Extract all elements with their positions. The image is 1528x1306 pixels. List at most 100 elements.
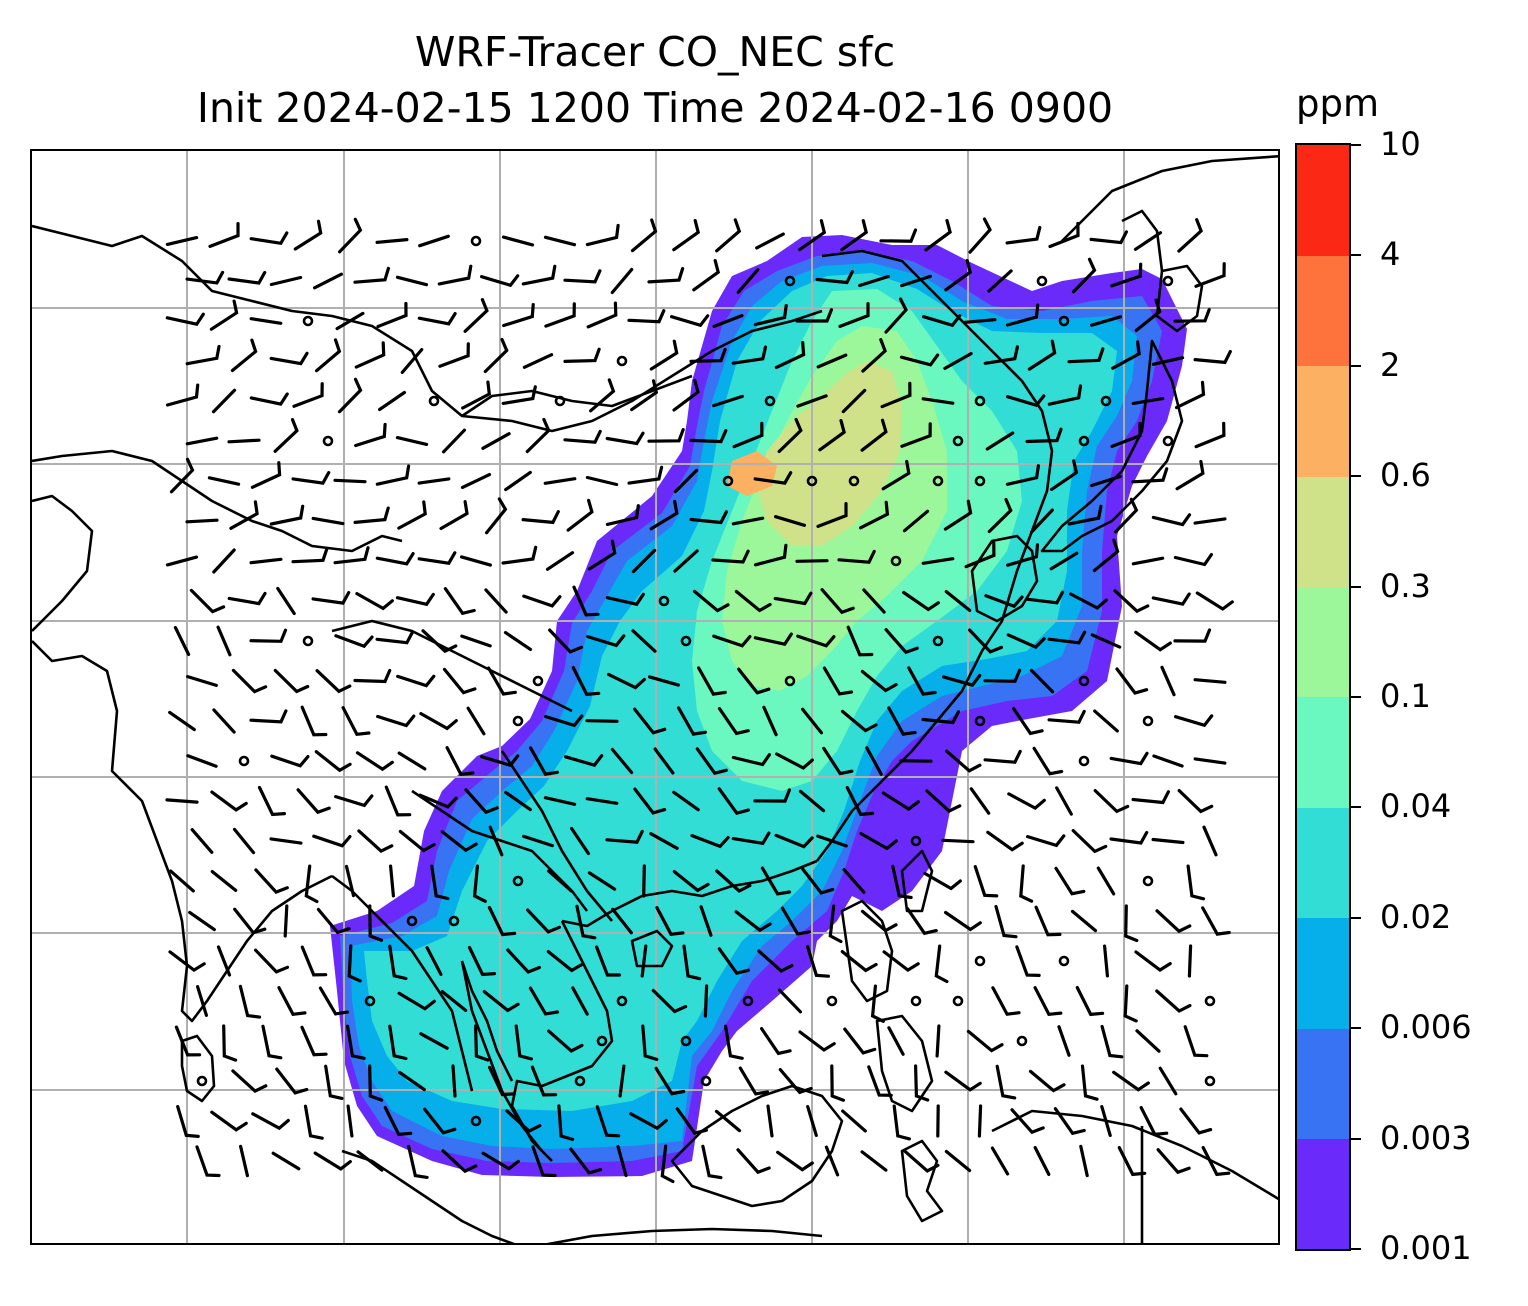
wind-barb: [173, 625, 191, 657]
wind-barb: [595, 945, 621, 977]
wind-barb: [376, 714, 416, 728]
wind-barb: [169, 457, 195, 494]
calm-wind-marker: [616, 995, 628, 1007]
wind-barb: [300, 705, 328, 737]
colorbar-tick: [1351, 806, 1361, 809]
wind-barb: [986, 830, 1024, 852]
wind-barb: [388, 944, 408, 981]
mongolia-border: [461, 374, 693, 418]
calm-wind-marker: [616, 355, 628, 367]
china-south-coast: [561, 859, 818, 928]
wind-barb: [165, 236, 199, 246]
wind-barb: [249, 628, 288, 643]
wind-barb: [1177, 218, 1203, 253]
wind-barb: [703, 984, 709, 1018]
wind-barb: [397, 500, 427, 530]
wind-barb: [882, 950, 920, 973]
map-gridlines: [32, 151, 1278, 1243]
wind-barb: [300, 945, 328, 977]
calm-wind-marker: [952, 435, 964, 447]
wind-barb: [1173, 628, 1212, 643]
china-inland-border: [331, 619, 573, 713]
wind-barb: [337, 377, 363, 414]
wind-barb: [1071, 257, 1097, 294]
japan-hokkaido: [1155, 264, 1204, 333]
wind-barb: [1005, 464, 1040, 486]
wind-barb: [884, 297, 908, 334]
wind-barb: [633, 707, 667, 735]
colorbar-tick-label: 0.3: [1380, 566, 1431, 605]
wind-barb: [1124, 904, 1139, 943]
wind-barb: [464, 788, 499, 815]
wind-barb: [943, 499, 973, 531]
wind-barb: [1117, 1146, 1147, 1177]
wind-barb: [610, 267, 634, 295]
calm-wind-marker: [806, 475, 818, 487]
wind-barb: [944, 259, 973, 292]
calm-wind-marker: [1078, 675, 1090, 687]
wind-barb: [315, 669, 352, 694]
wind-barb: [1111, 340, 1141, 370]
wind-barb: [840, 219, 869, 252]
wind-barb: [862, 588, 886, 614]
wind-barb: [521, 264, 557, 286]
wind-barb: [291, 471, 331, 485]
wind-barb: [543, 477, 577, 485]
calm-wind-marker: [364, 995, 376, 1007]
coastlines-borders: [32, 154, 1278, 1243]
calm-wind-marker: [406, 915, 418, 927]
wind-barb: [356, 1150, 384, 1172]
wind-barb: [271, 1151, 301, 1171]
wind-barb: [641, 1024, 659, 1061]
wind-barb: [711, 549, 750, 564]
wind-barb: [375, 552, 415, 566]
wind-barb: [820, 588, 855, 615]
wind-barb: [1115, 667, 1149, 695]
wind-barb: [544, 714, 584, 728]
wind-barb: [995, 1064, 1017, 1100]
wind-barb: [1030, 508, 1054, 534]
wind-barb: [438, 342, 470, 368]
wind-barb: [463, 298, 489, 333]
wind-barb: [963, 318, 997, 324]
wind-barb: [227, 591, 267, 606]
wind-barb: [165, 555, 199, 567]
wind-barb: [860, 1150, 888, 1172]
wind-barb: [1174, 380, 1206, 410]
wind-barb: [1173, 308, 1211, 323]
wind-barb: [1131, 790, 1170, 805]
wind-barb: [649, 339, 679, 371]
wind-barb: [460, 555, 492, 567]
wind-barb: [481, 432, 511, 450]
wind-barb: [589, 378, 616, 413]
calm-wind-marker: [574, 1075, 586, 1087]
java: [546, 1227, 823, 1243]
wind-barb: [1049, 551, 1079, 571]
wind-barb: [335, 311, 365, 331]
wind-barb: [1134, 950, 1172, 972]
calm-wind-marker: [784, 275, 796, 287]
wind-barb: [211, 388, 237, 414]
wind-barb: [383, 1106, 413, 1137]
wind-barb: [1012, 707, 1044, 736]
wind-barb: [254, 948, 290, 974]
wind-barb: [595, 1105, 621, 1138]
wind-barb: [276, 586, 296, 616]
wind-barb: [736, 1148, 771, 1175]
wind-barb: [630, 379, 659, 412]
wind-barb: [375, 464, 411, 486]
wind-barb: [672, 378, 700, 412]
wind-barb: [762, 705, 778, 737]
wind-barb: [983, 345, 1019, 365]
wind-barb: [480, 274, 520, 288]
wind-barb: [231, 668, 268, 694]
wind-barb: [485, 497, 508, 535]
calm-wind-marker: [722, 475, 734, 487]
wind-barb: [1093, 789, 1130, 814]
wind-barb: [1047, 709, 1086, 724]
wind-barb: [753, 304, 788, 327]
map-title-line1: WRF-Tracer CO_NEC sfc: [414, 28, 896, 76]
wind-barb: [483, 337, 509, 374]
wind-barb: [251, 1112, 290, 1131]
wind-barb: [460, 473, 492, 489]
